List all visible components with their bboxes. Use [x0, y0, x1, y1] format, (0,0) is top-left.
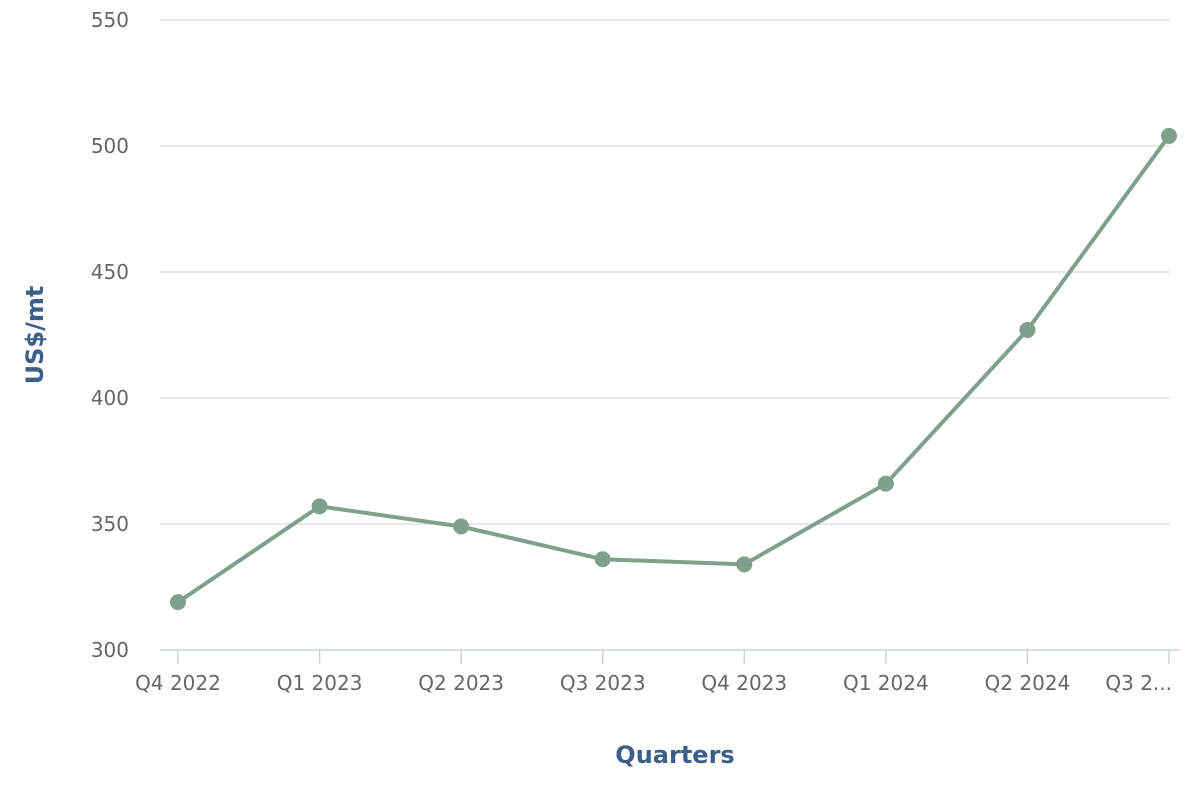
y-tick-labels: 300 350 400 450 500 550: [91, 8, 129, 662]
y-axis-title: US$/mt: [21, 286, 49, 385]
y-tick-label: 550: [91, 8, 129, 32]
x-tick-label: Q2 2023: [418, 671, 504, 695]
data-point[interactable]: [311, 498, 328, 515]
x-axis-title: Quarters: [615, 741, 734, 769]
data-point[interactable]: [594, 551, 611, 568]
data-point[interactable]: [453, 518, 470, 535]
data-point[interactable]: [1019, 321, 1036, 338]
y-tick-label: 500: [91, 134, 129, 158]
x-tick-label: Q1 2024: [843, 671, 929, 695]
data-point[interactable]: [877, 475, 894, 492]
x-tick-label: Q3 2...: [1105, 671, 1172, 695]
grid-lines: [160, 19, 1170, 525]
series-lines: [176, 133, 1171, 605]
data-point[interactable]: [736, 556, 753, 573]
series-points: [170, 127, 1177, 611]
x-tick-label: Q4 2023: [701, 671, 787, 695]
x-tick-marks: [177, 650, 1170, 664]
x-tick-label: Q2 2024: [985, 671, 1071, 695]
data-point[interactable]: [1161, 127, 1177, 144]
series-line: [176, 133, 1171, 605]
x-tick-label: Q3 2023: [560, 671, 646, 695]
data-point[interactable]: [170, 594, 186, 611]
y-tick-label: 450: [91, 260, 129, 284]
y-tick-label: 400: [91, 386, 129, 410]
y-tick-label: 300: [91, 638, 129, 662]
x-tick-labels: Q4 2022 Q1 2023 Q2 2023 Q3 2023 Q4 2023 Q1 20…: [135, 671, 1172, 695]
y-tick-label: 350: [91, 512, 129, 536]
x-tick-label: Q4 2022: [135, 671, 221, 695]
x-tick-label: Q1 2023: [277, 671, 363, 695]
